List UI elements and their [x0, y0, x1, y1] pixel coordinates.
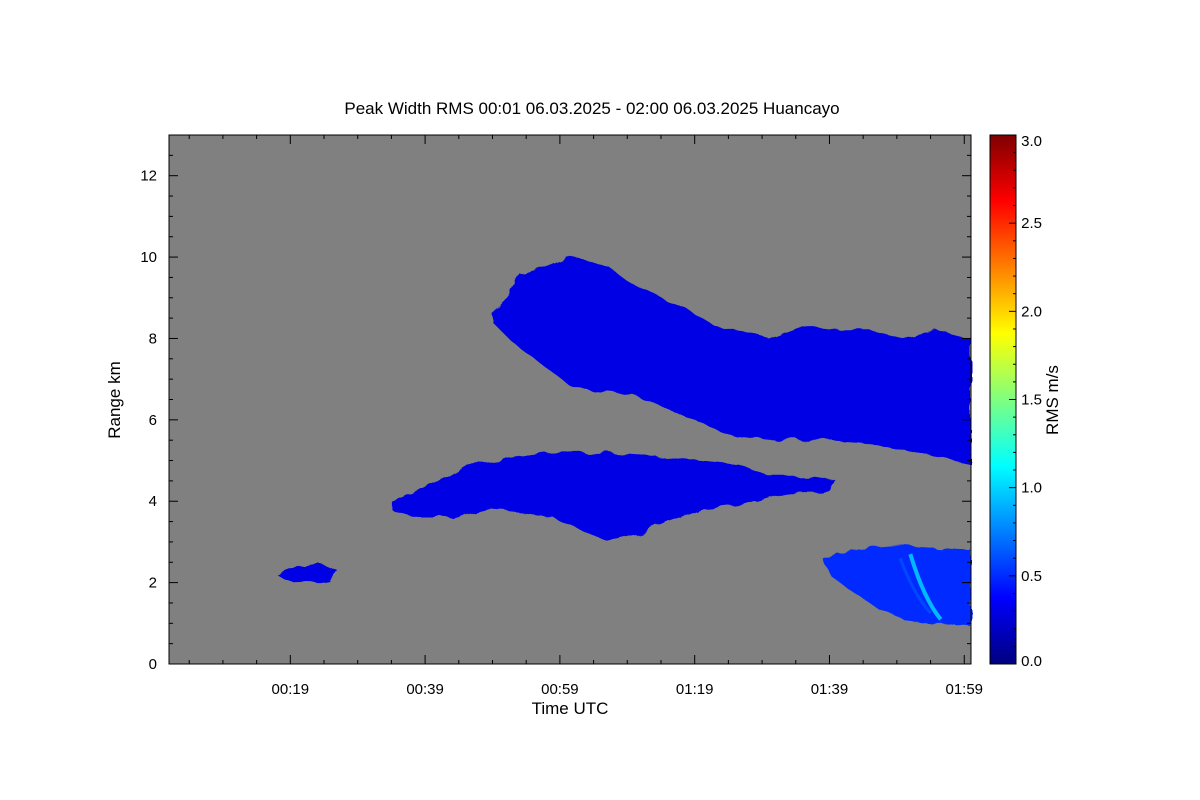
chart-title: Peak Width RMS 00:01 06.03.2025 - 02:00 … [344, 99, 839, 118]
small-echo-0019 [276, 562, 338, 583]
y-tick-label: 6 [149, 412, 157, 429]
high-rms-streak [898, 553, 943, 621]
colorbar-tick-label: 0.0 [1021, 653, 1042, 670]
colorbar-ticks: 0.0 0.5 1.0 1.5 2.0 2.5 3.0 [1009, 133, 1042, 670]
colorbar-tick-label: 3.0 [1021, 133, 1042, 150]
x-tick-label: 01:19 [676, 681, 714, 698]
high-rms-streak-edge [898, 557, 932, 615]
middle-cloud-layer [391, 452, 837, 542]
x-tick-label: 00:39 [406, 681, 444, 698]
colorbar-label: RMS m/s [1043, 365, 1062, 435]
x-tick-label: 01:59 [945, 681, 983, 698]
colorbar-tick-label: 2.0 [1021, 303, 1042, 320]
y-tick-label: 8 [149, 330, 157, 347]
upper-cloud-layer [492, 257, 971, 465]
y-tick-label: 0 [149, 656, 157, 673]
high-rms-streak-line [908, 553, 943, 621]
x-tick-label: 00:59 [541, 681, 579, 698]
colorbar-tick-label: 1.5 [1021, 392, 1042, 409]
y-tick-label: 2 [149, 575, 157, 592]
x-tick-label: 01:39 [811, 681, 849, 698]
y-tick-label: 12 [140, 168, 157, 185]
y-tick-label: 4 [149, 493, 157, 510]
x-axis: 00:19 00:39 00:59 01:19 01:39 01:59 [168, 135, 983, 698]
y-axis: 0 2 4 6 8 10 12 [140, 134, 971, 673]
x-tick-label: 00:19 [272, 681, 310, 698]
colorbar-tick-label: 0.5 [1021, 568, 1042, 585]
colorbar-tick-label: 1.0 [1021, 480, 1042, 497]
x-axis-label: Time UTC [532, 699, 609, 718]
y-tick-label: 10 [140, 249, 157, 266]
y-axis-label: Range km [105, 361, 124, 438]
colorbar-tick-label: 2.5 [1021, 215, 1042, 232]
